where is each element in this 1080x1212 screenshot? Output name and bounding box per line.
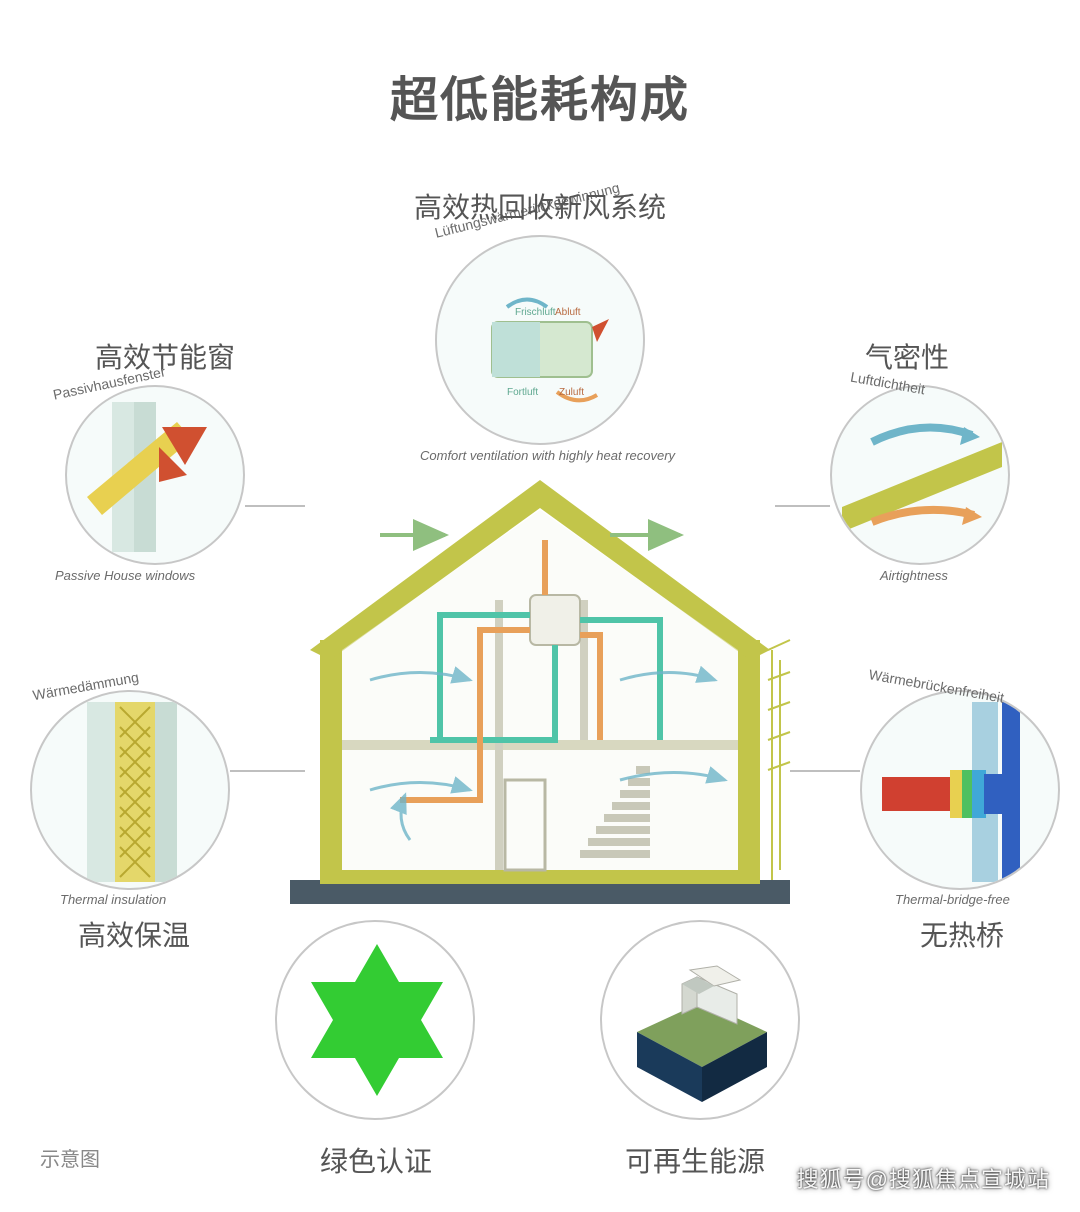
label-ventilation: 高效热回收新风系统 [400, 186, 680, 226]
label-insulation: 高效保温 [78, 914, 190, 954]
label-windows: 高效节能窗 [95, 336, 235, 376]
label-green: 绿色认证 [320, 1140, 432, 1180]
conn-airtight [775, 505, 830, 507]
ventilation-en: Comfort ventilation with highly heat rec… [420, 448, 675, 463]
circle-insulation [30, 690, 230, 890]
circle-airtight [830, 385, 1010, 565]
svg-text:Frischluft: Frischluft [515, 307, 556, 318]
conn-windows [245, 505, 305, 507]
circle-green [275, 920, 475, 1120]
svg-text:Zuluft: Zuluft [559, 387, 584, 398]
windows-en: Passive House windows [55, 568, 195, 583]
house-diagram [280, 440, 800, 910]
conn-bridge [790, 770, 860, 772]
circle-bridge [860, 690, 1060, 890]
bridge-en: Thermal-bridge-free [895, 892, 1010, 907]
insulation-en: Thermal insulation [60, 892, 166, 907]
conn-insulation [230, 770, 305, 772]
label-renewable: 可再生能源 [625, 1140, 765, 1180]
label-bridge: 无热桥 [920, 914, 1004, 954]
svg-text:Abluft: Abluft [555, 307, 581, 318]
label-airtight: 气密性 [865, 336, 949, 376]
caption-text: 示意图 [40, 1143, 100, 1172]
circle-renewable [600, 920, 800, 1120]
circle-ventilation: Frischluft Abluft Fortluft Zuluft [435, 235, 645, 445]
airtight-en: Airtightness [880, 568, 948, 583]
main-title: 超低能耗构成 [0, 60, 1080, 130]
circle-windows [65, 385, 245, 565]
watermark-text: 搜狐号@搜狐焦点宣城站 [797, 1162, 1050, 1194]
svg-text:Fortluft: Fortluft [507, 387, 538, 398]
